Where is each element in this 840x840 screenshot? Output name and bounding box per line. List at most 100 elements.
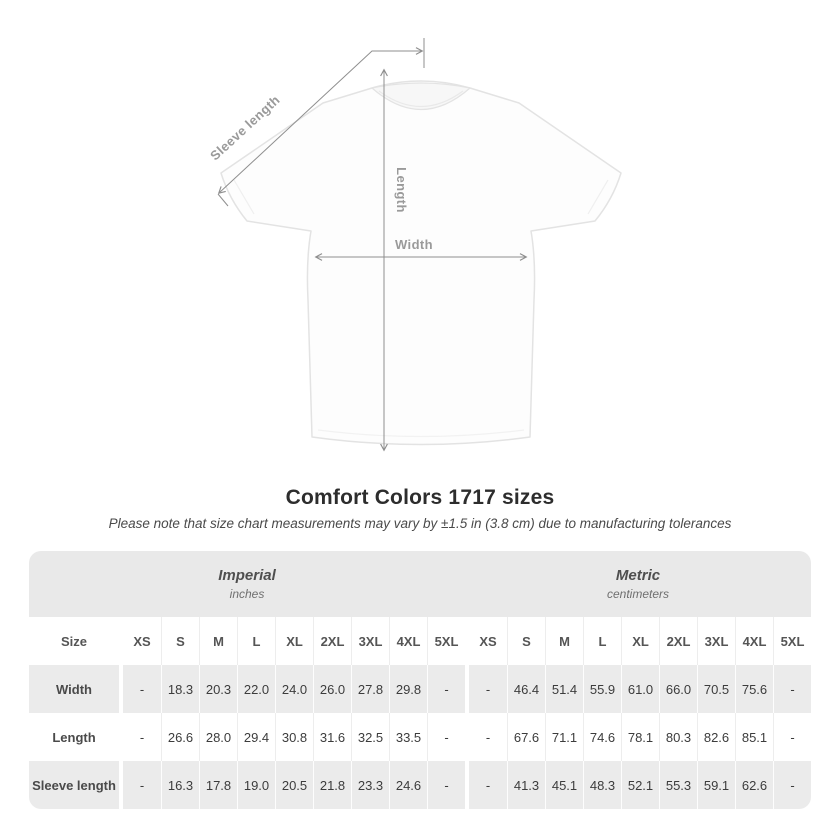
table-cell-metric: 55.3 bbox=[659, 761, 697, 809]
table-cell-metric: - bbox=[773, 713, 811, 761]
units-header-band: Imperial inches Metric centimeters bbox=[29, 551, 811, 617]
size-col-header-imperial: 4XL bbox=[389, 617, 427, 665]
table-cell-metric: 45.1 bbox=[545, 761, 583, 809]
tolerance-note: Please note that size chart measurements… bbox=[108, 516, 732, 531]
table-cell-metric: 51.4 bbox=[545, 665, 583, 713]
table-cell-metric: 59.1 bbox=[697, 761, 735, 809]
section-gap bbox=[465, 617, 469, 665]
table-cell-metric: - bbox=[469, 713, 507, 761]
table-cell-metric: 61.0 bbox=[621, 665, 659, 713]
table-cell-metric: 41.3 bbox=[507, 761, 545, 809]
size-col-header-metric: XS bbox=[469, 617, 507, 665]
imperial-label: Imperial bbox=[218, 567, 276, 584]
row-label: Sleeve length bbox=[29, 761, 119, 809]
table-cell-imperial: - bbox=[427, 713, 465, 761]
size-col-header-metric: M bbox=[545, 617, 583, 665]
table-cell-imperial: 24.0 bbox=[275, 665, 313, 713]
size-col-header-metric: S bbox=[507, 617, 545, 665]
table-cell-imperial: - bbox=[427, 665, 465, 713]
table-cell-imperial: 31.6 bbox=[313, 713, 351, 761]
section-gap bbox=[465, 665, 469, 713]
size-col-header-imperial: S bbox=[161, 617, 199, 665]
size-col-header-metric: XL bbox=[621, 617, 659, 665]
metric-label: Metric bbox=[615, 567, 661, 584]
metric-section-header: Metric centimeters bbox=[465, 551, 811, 617]
size-col-header-imperial: XS bbox=[123, 617, 161, 665]
length-label: Length bbox=[394, 167, 409, 213]
imperial-section-header: Imperial inches bbox=[29, 551, 465, 617]
table-cell-metric: 74.6 bbox=[583, 713, 621, 761]
sleeve-end-tick bbox=[217, 193, 229, 207]
section-gap bbox=[119, 617, 123, 665]
table-cell-imperial: 33.5 bbox=[389, 713, 427, 761]
size-col-header-imperial: 2XL bbox=[313, 617, 351, 665]
size-col-header-metric: 3XL bbox=[697, 617, 735, 665]
table-cell-imperial: 16.3 bbox=[161, 761, 199, 809]
section-gap bbox=[465, 761, 469, 809]
table-cell-imperial: 30.8 bbox=[275, 713, 313, 761]
metric-sublabel: centimeters bbox=[606, 587, 670, 601]
table-cell-imperial: - bbox=[123, 761, 161, 809]
table-cell-imperial: - bbox=[123, 713, 161, 761]
section-gap bbox=[119, 713, 123, 761]
size-col-header-imperial: XL bbox=[275, 617, 313, 665]
tshirt-illustration: Sleeve length Length Width bbox=[207, 38, 622, 452]
page-title: Comfort Colors 1717 sizes bbox=[285, 486, 555, 509]
table-cell-metric: 80.3 bbox=[659, 713, 697, 761]
table-cell-metric: 75.6 bbox=[735, 665, 773, 713]
size-col-header-metric: 4XL bbox=[735, 617, 773, 665]
table-cell-imperial: 29.8 bbox=[389, 665, 427, 713]
table-cell-imperial: 24.6 bbox=[389, 761, 427, 809]
table-cell-metric: 48.3 bbox=[583, 761, 621, 809]
size-column-header: Size bbox=[29, 617, 119, 665]
section-gap bbox=[119, 665, 123, 713]
table-cell-metric: 70.5 bbox=[697, 665, 735, 713]
table-cell-metric: 62.6 bbox=[735, 761, 773, 809]
table-cell-imperial: 19.0 bbox=[237, 761, 275, 809]
sleeve-length-arrow bbox=[217, 47, 424, 195]
table-cell-imperial: 32.5 bbox=[351, 713, 389, 761]
width-label: Width bbox=[395, 237, 433, 252]
table-cell-imperial: 22.0 bbox=[237, 665, 275, 713]
size-col-header-imperial: L bbox=[237, 617, 275, 665]
table-cell-metric: 67.6 bbox=[507, 713, 545, 761]
table-cell-metric: 71.1 bbox=[545, 713, 583, 761]
section-gap bbox=[465, 713, 469, 761]
table-cell-imperial: 20.5 bbox=[275, 761, 313, 809]
table-cell-imperial: 26.6 bbox=[161, 713, 199, 761]
size-col-header-metric: 2XL bbox=[659, 617, 697, 665]
table-cell-imperial: 21.8 bbox=[313, 761, 351, 809]
size-col-header-imperial: 5XL bbox=[427, 617, 465, 665]
table-cell-imperial: 20.3 bbox=[199, 665, 237, 713]
table-cell-imperial: 26.0 bbox=[313, 665, 351, 713]
table-cell-metric: 46.4 bbox=[507, 665, 545, 713]
section-gap bbox=[119, 761, 123, 809]
table-cell-metric: 66.0 bbox=[659, 665, 697, 713]
row-label: Width bbox=[29, 665, 119, 713]
table-cell-metric: - bbox=[773, 665, 811, 713]
table-cell-metric: - bbox=[469, 761, 507, 809]
table-cell-imperial: - bbox=[123, 665, 161, 713]
table-cell-imperial: 28.0 bbox=[199, 713, 237, 761]
size-col-header-metric: 5XL bbox=[773, 617, 811, 665]
size-grid: Size XS S M L XL 2XL 3XL 4XL 5XL XS S M L XL 2XL 3XL 4XL 5… bbox=[29, 617, 811, 809]
size-col-header-imperial: 3XL bbox=[351, 617, 389, 665]
table-cell-metric: 78.1 bbox=[621, 713, 659, 761]
table-cell-imperial: 23.3 bbox=[351, 761, 389, 809]
table-cell-imperial: 29.4 bbox=[237, 713, 275, 761]
table-cell-metric: 85.1 bbox=[735, 713, 773, 761]
table-cell-metric: - bbox=[469, 665, 507, 713]
size-chart-table: Imperial inches Metric centimeters Size X… bbox=[29, 551, 811, 809]
size-col-header-imperial: M bbox=[199, 617, 237, 665]
table-cell-imperial: 18.3 bbox=[161, 665, 199, 713]
table-cell-imperial: 27.8 bbox=[351, 665, 389, 713]
table-cell-imperial: - bbox=[427, 761, 465, 809]
tshirt-measurement-diagram: Sleeve length Length Width bbox=[207, 38, 622, 452]
table-cell-metric: 52.1 bbox=[621, 761, 659, 809]
table-cell-metric: 82.6 bbox=[697, 713, 735, 761]
imperial-sublabel: inches bbox=[229, 587, 265, 601]
table-cell-metric: - bbox=[773, 761, 811, 809]
size-col-header-metric: L bbox=[583, 617, 621, 665]
row-label: Length bbox=[29, 713, 119, 761]
table-cell-imperial: 17.8 bbox=[199, 761, 237, 809]
